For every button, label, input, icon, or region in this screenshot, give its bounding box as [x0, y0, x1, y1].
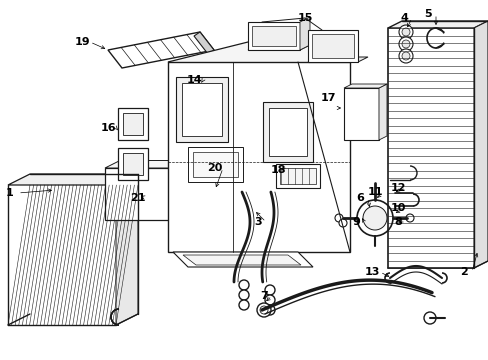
Circle shape: [338, 219, 346, 227]
Polygon shape: [8, 174, 138, 185]
Circle shape: [405, 214, 413, 222]
Circle shape: [239, 280, 248, 290]
Bar: [280, 168, 315, 184]
Text: 4: 4: [399, 13, 407, 23]
Circle shape: [239, 300, 248, 310]
Polygon shape: [343, 88, 378, 140]
Text: 17: 17: [320, 93, 335, 103]
Text: 15: 15: [297, 13, 312, 23]
Circle shape: [423, 312, 435, 324]
Polygon shape: [105, 161, 187, 168]
Bar: [193, 152, 238, 177]
Text: 2: 2: [459, 267, 467, 277]
Polygon shape: [183, 255, 301, 265]
Circle shape: [264, 305, 274, 315]
Polygon shape: [173, 161, 187, 220]
Bar: [187, 147, 243, 182]
Polygon shape: [173, 252, 312, 267]
Polygon shape: [311, 34, 353, 58]
Polygon shape: [105, 168, 173, 220]
Text: 1: 1: [6, 188, 14, 198]
Text: 5: 5: [423, 9, 431, 19]
Text: 13: 13: [364, 267, 379, 277]
Bar: [263, 102, 312, 162]
Text: 14: 14: [187, 75, 203, 85]
Circle shape: [264, 285, 274, 295]
Bar: [176, 77, 227, 142]
Polygon shape: [168, 62, 349, 252]
Text: 19: 19: [74, 37, 90, 47]
Text: 10: 10: [389, 203, 405, 213]
Polygon shape: [307, 57, 367, 62]
Polygon shape: [247, 22, 299, 50]
Circle shape: [264, 295, 274, 305]
Circle shape: [401, 28, 409, 36]
Polygon shape: [168, 42, 349, 92]
Polygon shape: [387, 21, 487, 28]
Text: 6: 6: [355, 193, 363, 203]
Polygon shape: [378, 84, 386, 140]
Polygon shape: [299, 17, 309, 50]
Text: 11: 11: [366, 187, 382, 197]
Text: 12: 12: [389, 183, 405, 193]
Polygon shape: [473, 21, 487, 268]
Circle shape: [401, 52, 409, 60]
Circle shape: [334, 214, 342, 222]
Circle shape: [257, 303, 270, 317]
Bar: [182, 83, 222, 136]
Text: 9: 9: [351, 217, 359, 227]
Polygon shape: [123, 153, 142, 175]
Circle shape: [401, 40, 409, 48]
Polygon shape: [116, 174, 138, 325]
Text: 16: 16: [100, 123, 116, 133]
Circle shape: [239, 290, 248, 300]
Text: 18: 18: [270, 165, 285, 175]
Text: 7: 7: [260, 291, 267, 301]
Circle shape: [398, 37, 412, 51]
Polygon shape: [247, 45, 309, 50]
Polygon shape: [251, 26, 295, 46]
Polygon shape: [123, 113, 142, 135]
Polygon shape: [307, 30, 357, 62]
Bar: [268, 108, 306, 156]
Circle shape: [398, 49, 412, 63]
Polygon shape: [108, 32, 214, 68]
Polygon shape: [194, 32, 214, 54]
Text: 3: 3: [254, 217, 261, 227]
Circle shape: [356, 200, 392, 236]
Circle shape: [398, 25, 412, 39]
Bar: [275, 164, 319, 188]
Circle shape: [362, 206, 386, 230]
Polygon shape: [118, 108, 148, 140]
Polygon shape: [343, 84, 386, 88]
Circle shape: [260, 306, 267, 314]
Text: 21: 21: [130, 193, 145, 203]
Polygon shape: [118, 148, 148, 180]
Text: 8: 8: [393, 217, 401, 227]
Text: 20: 20: [207, 163, 222, 173]
